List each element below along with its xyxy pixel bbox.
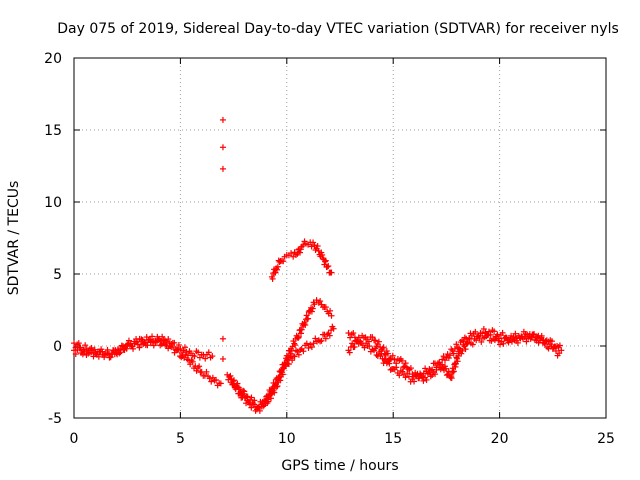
chart-title: Day 075 of 2019, Sidereal Day-to-day VTE… bbox=[57, 21, 619, 37]
data-point bbox=[490, 333, 504, 348]
x-tick-label: 0 bbox=[70, 431, 79, 447]
y-tick-label: 15 bbox=[44, 123, 62, 139]
data-point bbox=[324, 307, 334, 317]
data-point bbox=[219, 116, 226, 123]
data-point bbox=[281, 353, 296, 370]
data-point bbox=[102, 347, 118, 361]
x-tick-label: 5 bbox=[176, 431, 185, 447]
data-point bbox=[422, 369, 436, 383]
data-point bbox=[145, 333, 161, 346]
data-point bbox=[294, 320, 307, 342]
data-point bbox=[307, 335, 321, 351]
data-point bbox=[473, 333, 487, 345]
data-point bbox=[205, 373, 216, 385]
data-point bbox=[219, 355, 226, 362]
data-point bbox=[298, 340, 312, 355]
data-point bbox=[447, 348, 462, 382]
data-point bbox=[345, 337, 359, 356]
data-point bbox=[315, 331, 329, 345]
data-point bbox=[328, 312, 335, 319]
data-point bbox=[524, 331, 538, 342]
data-point bbox=[430, 361, 444, 378]
data-point bbox=[294, 245, 304, 257]
data-point bbox=[219, 144, 226, 151]
data-point bbox=[371, 345, 383, 360]
data-point bbox=[400, 370, 414, 385]
data-point bbox=[192, 363, 204, 376]
data-point bbox=[330, 325, 337, 332]
y-tick-label: 10 bbox=[44, 195, 62, 211]
y-tick-label: 20 bbox=[44, 51, 62, 67]
data-point bbox=[273, 257, 283, 273]
data-point bbox=[556, 350, 563, 357]
data-point bbox=[456, 341, 470, 357]
data-point bbox=[319, 303, 329, 311]
x-tick-label: 15 bbox=[384, 431, 402, 447]
grid-lines bbox=[74, 58, 606, 418]
data-point bbox=[371, 337, 385, 354]
y-tick-label: 5 bbox=[53, 267, 62, 283]
x-axis-label: GPS time / hours bbox=[281, 458, 398, 474]
data-point bbox=[285, 250, 295, 259]
data-point bbox=[188, 348, 203, 361]
x-tick-label: 25 bbox=[597, 431, 615, 447]
data-point bbox=[268, 266, 279, 282]
data-point bbox=[277, 257, 287, 265]
data-point bbox=[345, 330, 357, 341]
data-point bbox=[307, 239, 317, 250]
data-point bbox=[324, 323, 336, 339]
data-points bbox=[71, 116, 565, 414]
data-point bbox=[362, 334, 376, 345]
data-point bbox=[532, 333, 546, 346]
data-point bbox=[443, 346, 457, 362]
data-point bbox=[315, 298, 325, 308]
data-point bbox=[328, 269, 335, 276]
data-point bbox=[198, 349, 214, 362]
data-point bbox=[177, 344, 193, 359]
y-axis-label: SDTVAR / TECUs bbox=[6, 181, 22, 296]
data-point bbox=[81, 346, 97, 360]
data-point bbox=[209, 353, 216, 360]
data-point bbox=[288, 332, 300, 354]
data-point bbox=[413, 370, 427, 384]
data-point bbox=[156, 333, 172, 348]
y-tick-label: -5 bbox=[48, 411, 62, 427]
data-point bbox=[219, 165, 226, 172]
data-point bbox=[198, 368, 210, 379]
data-point bbox=[315, 247, 326, 260]
data-point bbox=[498, 334, 512, 347]
axis-ticks bbox=[73, 57, 607, 419]
data-point bbox=[113, 342, 129, 357]
data-point bbox=[481, 332, 495, 344]
x-tick-labels: 0 5 10 15 20 25 bbox=[70, 431, 615, 447]
x-tick-label: 10 bbox=[278, 431, 296, 447]
plot-frame bbox=[73, 57, 607, 419]
y-tick-label: 0 bbox=[53, 339, 62, 355]
y-tick-labels: -5 0 5 10 15 20 bbox=[44, 51, 62, 427]
data-point bbox=[219, 335, 226, 342]
data-point bbox=[134, 334, 150, 348]
data-point bbox=[217, 380, 224, 387]
x-tick-label: 20 bbox=[491, 431, 509, 447]
data-point bbox=[254, 399, 268, 414]
data-point bbox=[507, 330, 521, 345]
data-point bbox=[245, 399, 259, 414]
